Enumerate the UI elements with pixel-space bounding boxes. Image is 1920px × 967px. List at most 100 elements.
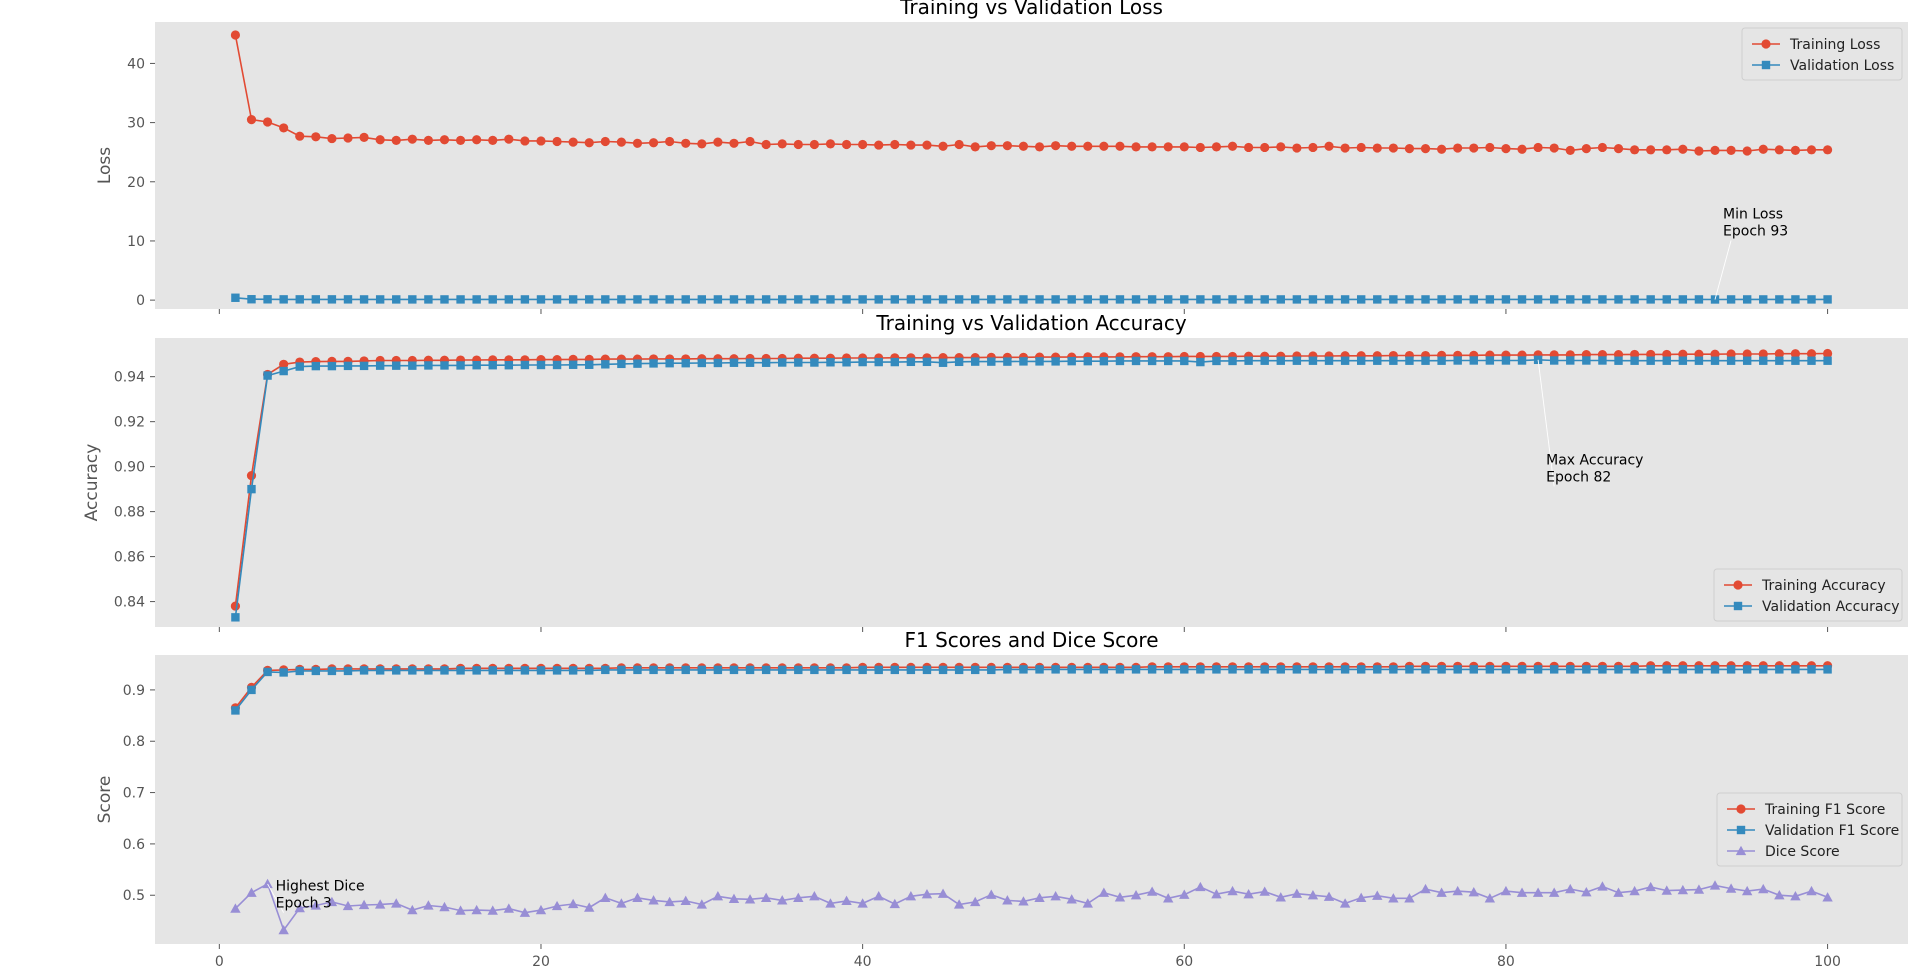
data-point (295, 131, 305, 141)
data-point (262, 878, 273, 889)
data-point (230, 903, 241, 913)
data-point (1195, 881, 1206, 892)
data-point (568, 295, 578, 304)
data-point (953, 899, 965, 909)
data-point (922, 665, 932, 675)
data-point (1244, 356, 1253, 365)
data-point (1324, 295, 1334, 304)
data-point (713, 665, 723, 675)
data-point (231, 613, 240, 622)
plot-area (155, 22, 1908, 309)
data-point (1051, 141, 1061, 151)
x-tick-label: 60 (1175, 954, 1193, 967)
y-tick-label: 10 (127, 234, 145, 250)
data-point (424, 361, 433, 370)
data-point (1662, 665, 1671, 674)
data-point (1630, 295, 1639, 304)
data-point (1130, 890, 1142, 900)
data-point (1259, 886, 1270, 896)
data-point (1228, 295, 1237, 304)
data-point (1485, 665, 1495, 674)
data-point (1533, 665, 1543, 674)
y-tick-label: 40 (127, 56, 145, 72)
data-point (263, 667, 272, 677)
data-point (1484, 893, 1496, 903)
series-line (234, 668, 1828, 711)
data-point (858, 357, 867, 367)
data-point (1373, 665, 1382, 674)
data-point (1340, 665, 1350, 674)
data-point (536, 136, 546, 146)
data-point (1758, 144, 1768, 154)
data-point (1308, 295, 1318, 304)
data-point (1646, 295, 1655, 304)
data-point (1566, 665, 1575, 674)
data-point (1726, 145, 1736, 156)
chart-title: Training vs Validation Accuracy (875, 311, 1186, 335)
data-point (841, 895, 852, 906)
data-point (1308, 356, 1318, 365)
data-point (471, 904, 482, 915)
data-point (649, 665, 658, 675)
data-point (1227, 885, 1238, 896)
annotation-arrow (267, 883, 285, 913)
data-point (1260, 356, 1269, 365)
data-point (568, 666, 578, 675)
data-point (729, 295, 739, 304)
data-point (1597, 142, 1608, 153)
data-point (890, 295, 899, 304)
data-point (1389, 356, 1398, 365)
data-point (617, 665, 626, 675)
data-point (696, 899, 708, 909)
data-point (616, 137, 626, 147)
data-point (1115, 665, 1125, 674)
data-point (231, 706, 240, 715)
data-point (1758, 883, 1769, 894)
data-point (1146, 886, 1158, 896)
data-point (954, 139, 964, 150)
data-point (230, 601, 241, 611)
data-point (1115, 141, 1125, 151)
data-point (986, 889, 997, 899)
data-point (1339, 898, 1351, 908)
data-point (503, 903, 515, 913)
data-point (552, 295, 562, 304)
data-point (488, 361, 497, 370)
data-point (1662, 356, 1671, 365)
x-tick-label: 80 (1497, 954, 1515, 967)
data-point (1324, 665, 1334, 674)
data-point (1452, 885, 1463, 896)
data-point (1405, 665, 1414, 674)
data-point (246, 887, 257, 897)
data-point (327, 361, 337, 371)
data-point (1035, 295, 1044, 304)
data-point (408, 666, 417, 675)
data-point (1806, 349, 1817, 359)
data-point (1244, 142, 1254, 153)
series-validation-accuracy (231, 355, 1832, 622)
data-point (938, 665, 948, 675)
data-point (1147, 356, 1157, 366)
annotation-text: Min Loss Epoch 93 (1723, 206, 1788, 239)
y-tick-label: 0 (136, 293, 145, 309)
data-point (1388, 143, 1398, 153)
data-point (713, 137, 723, 147)
data-point (1822, 145, 1833, 155)
data-point (1356, 356, 1366, 365)
data-point (809, 139, 819, 150)
data-point (745, 295, 755, 304)
data-point (1694, 146, 1704, 156)
data-point (552, 666, 562, 675)
data-point (1709, 880, 1721, 890)
data-point (1774, 890, 1785, 900)
data-point (262, 117, 273, 127)
data-point (1244, 295, 1253, 304)
data-point (987, 665, 996, 675)
data-point (1340, 356, 1350, 365)
data-point (295, 362, 304, 371)
data-point (938, 141, 948, 151)
data-point (247, 484, 256, 494)
data-point (729, 358, 739, 367)
data-point (1565, 145, 1575, 156)
legend-label: Validation F1 Score (1765, 823, 1899, 839)
